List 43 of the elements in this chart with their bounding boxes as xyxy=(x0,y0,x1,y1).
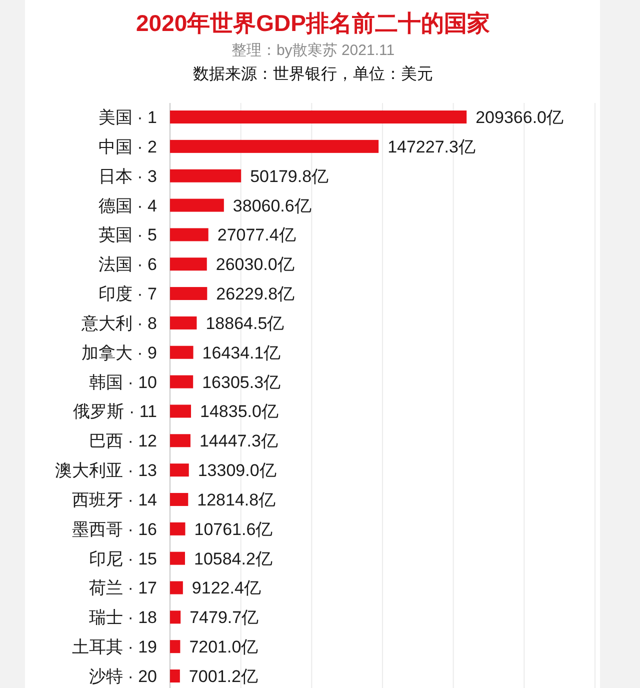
category-label: 瑞士 · 18 xyxy=(88,608,157,628)
category-label: 美国 · 1 xyxy=(98,108,157,127)
value-label: 27077.4亿 xyxy=(217,226,296,245)
category-label: 中国 · 2 xyxy=(98,137,157,156)
category-label: 西班牙 · 14 xyxy=(72,490,157,510)
title: 2020年世界GDP排名前二十的国家 xyxy=(136,10,490,36)
subtitle: 整理：by散寒苏 2021.11 xyxy=(231,42,395,59)
value-label: 18864.5亿 xyxy=(206,314,284,333)
category-label: 澳大利亚 · 13 xyxy=(54,461,157,480)
value-label: 209366.0亿 xyxy=(476,108,564,127)
category-label: 加拿大 · 9 xyxy=(81,343,157,362)
value-label: 9122.4亿 xyxy=(192,578,261,598)
value-label: 7001.2亿 xyxy=(188,667,258,686)
value-label: 12814.8亿 xyxy=(197,490,276,510)
value-label: 7479.7亿 xyxy=(190,608,259,628)
category-label: 法国 · 6 xyxy=(98,255,157,274)
value-label: 26229.8亿 xyxy=(216,284,295,304)
category-label: 巴西 · 12 xyxy=(88,432,157,451)
category-label: 印度 · 7 xyxy=(98,284,157,304)
value-label: 16305.3亿 xyxy=(202,372,281,392)
category-label: 英国 · 5 xyxy=(98,226,157,245)
value-label: 10584.2亿 xyxy=(194,549,272,568)
value-label: 14447.3亿 xyxy=(199,432,278,451)
category-label: 俄罗斯 · 11 xyxy=(73,402,157,422)
value-label: 16434.1亿 xyxy=(202,343,281,362)
category-label: 德国 · 4 xyxy=(98,196,157,216)
category-label: 印尼 · 15 xyxy=(88,549,157,568)
category-label: 荷兰 · 17 xyxy=(88,578,157,598)
value-label: 147227.3亿 xyxy=(388,137,476,156)
value-label: 50179.8亿 xyxy=(250,166,329,186)
value-label: 38060.6亿 xyxy=(232,196,312,216)
value-label: 10761.6亿 xyxy=(194,520,273,539)
category-label: 沙特 · 20 xyxy=(88,667,157,686)
value-label: 13309.0亿 xyxy=(198,461,276,480)
category-label: 意大利 · 8 xyxy=(81,314,157,333)
value-label: 14835.0亿 xyxy=(200,402,278,422)
value-label: 7201.0亿 xyxy=(189,638,258,657)
category-label: 日本 · 3 xyxy=(98,166,157,186)
category-label: 韩国 · 10 xyxy=(88,372,157,392)
category-label: 墨西哥 · 16 xyxy=(72,520,157,539)
category-label: 土耳其 · 19 xyxy=(72,638,157,657)
value-label: 26030.0亿 xyxy=(216,255,294,274)
annotation: 数据来源：世界银行，单位：美元 xyxy=(193,66,433,83)
